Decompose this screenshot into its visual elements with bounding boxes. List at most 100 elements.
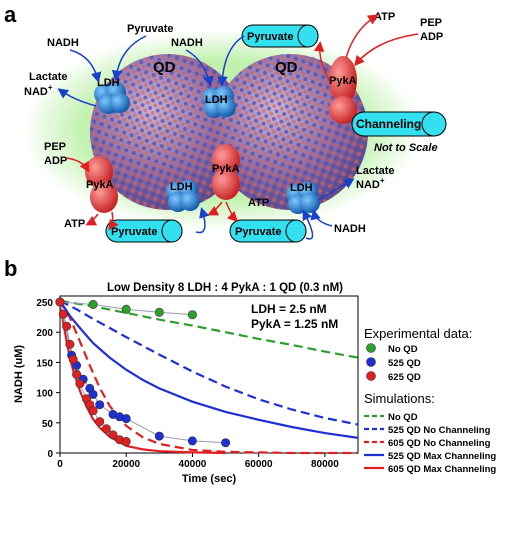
pyka-label: PykA xyxy=(212,163,240,175)
data-point-625-qd xyxy=(108,430,118,440)
legend-label-625-qd: 625 QD xyxy=(388,372,421,383)
arrow-pyka-to-pyruvate-center xyxy=(225,201,239,223)
y-tick-label: 0 xyxy=(47,449,53,460)
data-point-525-qd xyxy=(121,414,131,424)
y-axis-ticks: 0 50 100 150 200 250 xyxy=(36,298,60,460)
nadh-label-center: NADH xyxy=(171,37,203,49)
adp-label-top: ADP xyxy=(420,31,443,43)
legend-simulation-entries: No QD 525 QD No Channeling 605 QD No Chann… xyxy=(364,412,496,475)
data-point-no-qd xyxy=(187,310,197,320)
data-point-625-qd xyxy=(88,406,98,416)
ldh-enzyme-left: LDH xyxy=(94,77,130,114)
chart-legend: Experimental data: Simulations: No QD 525… xyxy=(364,326,496,475)
experimental-points xyxy=(55,297,231,448)
ldh-label: LDH xyxy=(97,77,120,89)
legend-label-605-qd-no-channeling: 605 QD No Channeling xyxy=(388,438,491,449)
pyka-label: PykA xyxy=(86,179,114,191)
y-tick-label: 100 xyxy=(36,389,53,400)
pyruvate-capsule-label: Pyruvate xyxy=(111,226,157,238)
legend-label-525-qd-max-channeling: 525 QD Max Channeling xyxy=(388,451,496,462)
arrow-pep-to-pyka-left xyxy=(65,157,90,173)
legend-label-525-qd-no-channeling: 525 QD No Channeling xyxy=(388,425,491,436)
data-point-625-qd xyxy=(95,417,105,427)
pyka-enzyme-left: PykA xyxy=(85,156,118,213)
data-point-525-qd xyxy=(221,438,231,448)
qd-label-right: QD xyxy=(275,59,298,76)
not-to-scale-note: Not to Scale xyxy=(374,142,438,154)
data-point-525-qd xyxy=(154,431,164,441)
sim-line-605-qd-no-channeling xyxy=(59,300,358,455)
pyka-enzyme-center: PykA xyxy=(212,144,240,200)
pyruvate-label: Pyruvate xyxy=(127,23,173,35)
data-point-no-qd xyxy=(88,299,98,309)
arrow-pyruvate-to-ldh-right xyxy=(302,209,314,240)
adp-label-left: ADP xyxy=(44,155,67,167)
nadh-label-left: NADH xyxy=(47,37,79,49)
legend-label-525-qd: 525 QD xyxy=(388,358,421,369)
channeling-label: Channeling xyxy=(356,117,421,131)
x-tick-label: 80000 xyxy=(311,459,339,470)
x-tick-label: 40000 xyxy=(179,459,207,470)
exp-connector-525-qd xyxy=(59,301,226,444)
legend-label-605-qd-max-channeling: 605 QD Max Channeling xyxy=(388,464,496,475)
sim-line-525-qd-no-channeling xyxy=(59,299,359,426)
pep-label-left: PEP xyxy=(44,141,66,153)
panel-b-chart: b Low Density 8 LDH : 4 PykA : 1 QD (0.3… xyxy=(4,256,496,485)
pyka-concentration-annotation: PykA = 1.25 nM xyxy=(251,317,338,331)
x-tick-label: 60000 xyxy=(245,459,273,470)
ldh-concentration-annotation: LDH = 2.5 nM xyxy=(251,302,327,316)
legend-label-no-qd: No QD xyxy=(388,344,418,355)
legend-title-simulations: Simulations: xyxy=(364,391,435,406)
data-point-625-qd xyxy=(62,321,72,331)
y-tick-label: 50 xyxy=(42,419,54,430)
ldh-label: LDH xyxy=(205,94,228,106)
x-tick-label: 20000 xyxy=(112,459,140,470)
arrow-nadh-to-ldh xyxy=(69,49,102,83)
arrow-pep-to-pyka xyxy=(354,33,419,67)
pyruvate-capsule-label: Pyruvate xyxy=(247,31,293,43)
atp-label-top: ATP xyxy=(374,11,395,23)
data-point-625-qd xyxy=(75,379,85,389)
panel-a-diagram: a QD QD LDH LDH LDH xyxy=(4,2,447,243)
ldh-enzyme-bottom: LDH xyxy=(166,180,200,212)
nad-label-left: NAD+ xyxy=(24,83,53,98)
data-point-no-qd xyxy=(121,304,131,314)
arrow-pyka-to-atp-center xyxy=(207,201,223,216)
y-tick-label: 200 xyxy=(36,328,53,339)
legend-experimental-entries: No QD 525 QD 625 QD xyxy=(366,343,421,383)
data-point-625-qd xyxy=(121,436,131,446)
pyruvate-capsule-top: Pyruvate xyxy=(241,24,319,48)
qd-label-left: QD xyxy=(153,59,176,76)
arrow-pyruvate-to-ldh xyxy=(111,35,147,81)
arrow-pyka-to-atp xyxy=(345,14,379,59)
pyruvate-capsule-label: Pyruvate xyxy=(235,226,281,238)
lactate-label-left: Lactate xyxy=(29,71,68,83)
sim-line-525-qd-max-channeling xyxy=(59,300,359,439)
legend-marker-525-qd xyxy=(366,357,376,367)
data-point-625-qd xyxy=(68,354,78,364)
legend-marker-no-qd xyxy=(366,343,376,353)
panel-b-label: b xyxy=(4,256,17,281)
nad-label-right: NAD+ xyxy=(356,176,385,191)
x-axis-ticks: 0 20000 40000 60000 80000 xyxy=(57,453,339,470)
pyruvate-capsule-bottom-left: Pyruvate xyxy=(105,219,183,243)
x-tick-label: 0 xyxy=(57,459,63,470)
y-tick-label: 250 xyxy=(36,298,53,309)
channeling-capsule: Channeling xyxy=(351,111,447,137)
arrow-pyruvate-to-ldh-center xyxy=(217,35,245,87)
experimental-connector-lines xyxy=(59,301,226,444)
arrow-nadh-to-ldh-right xyxy=(310,209,333,227)
sim-line-no-qd xyxy=(59,299,359,359)
data-point-525-qd xyxy=(88,389,98,399)
arrow-ldh-to-lactate xyxy=(57,88,97,107)
quantum-dot-right xyxy=(212,54,368,210)
atp-label-bottom-left: ATP xyxy=(64,218,85,230)
data-point-525-qd xyxy=(187,436,197,446)
legend-title-experimental: Experimental data: xyxy=(364,326,472,341)
panel-a-label: a xyxy=(4,2,17,27)
arrow-pyka-to-atp-left xyxy=(85,213,99,226)
nadh-label-right: NADH xyxy=(334,223,366,235)
y-axis-label: NADH (uM) xyxy=(13,345,25,403)
x-axis-label: Time (sec) xyxy=(182,473,237,485)
